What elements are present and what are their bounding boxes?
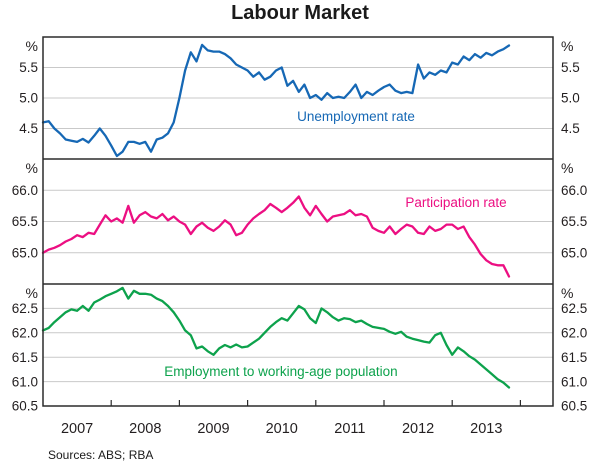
x-label-2010: 2010	[266, 421, 298, 437]
chart-title: Labour Market	[231, 2, 369, 24]
y-tick-right-5: 5.0	[561, 91, 580, 106]
y-tick-left-61.5: 61.5	[12, 350, 38, 365]
y-tick-right-65: 65.0	[561, 245, 587, 260]
line-participation-rate	[41, 195, 511, 278]
x-label-2011: 2011	[334, 421, 365, 437]
y-tick-right-60.5: 60.5	[561, 399, 587, 414]
y-tick-right-4.5: 4.5	[561, 121, 580, 136]
y-tick-left-66: 66.0	[12, 183, 38, 198]
y-tick-right-61: 61.0	[561, 374, 587, 389]
unit-right-unemployment-rate: %	[561, 38, 573, 54]
unit-right-participation-rate: %	[561, 160, 573, 176]
x-label-2009: 2009	[197, 421, 229, 437]
unit-left-unemployment-rate: %	[26, 38, 38, 54]
series-label-employment-to-working-age: Employment to working-age population	[164, 364, 397, 379]
x-label-2008: 2008	[129, 421, 161, 437]
y-tick-right-62: 62.0	[561, 326, 587, 341]
y-tick-right-65.5: 65.5	[561, 214, 587, 229]
y-tick-right-62.5: 62.5	[561, 301, 587, 316]
y-tick-left-62: 62.0	[12, 326, 38, 341]
y-tick-left-61: 61.0	[12, 374, 38, 389]
y-tick-right-66: 66.0	[561, 183, 587, 198]
axes	[110, 400, 522, 406]
x-label-2007: 2007	[61, 421, 93, 437]
x-label-2013: 2013	[470, 421, 502, 437]
data-series: Unemployment rate Participation rate Emplo…	[41, 43, 511, 389]
axis-labels: 5.5 5.5 5.0 5.0 4.5 4.5% % 66.0 66.0 65.5 65.5 65.0…	[12, 38, 588, 437]
line-employment-to-working-age	[41, 286, 511, 389]
unit-left-employment-to-working-age: %	[26, 285, 38, 301]
plot-frame	[42, 36, 554, 407]
line-unemployment-rate	[41, 43, 511, 158]
x-label-2012: 2012	[402, 421, 434, 437]
y-tick-right-5.5: 5.5	[561, 60, 580, 75]
y-tick-left-65: 65.0	[12, 245, 38, 260]
y-tick-left-5.5: 5.5	[19, 60, 38, 75]
unit-left-participation-rate: %	[26, 160, 38, 176]
y-tick-right-61.5: 61.5	[561, 350, 587, 365]
source-note: Sources: ABS; RBA	[48, 448, 153, 462]
y-tick-left-62.5: 62.5	[12, 301, 38, 316]
unit-right-employment-to-working-age: %	[561, 285, 573, 301]
series-label-participation-rate: Participation rate	[405, 195, 506, 210]
y-tick-left-60.5: 60.5	[12, 399, 38, 414]
series-label-unemployment-rate: Unemployment rate	[297, 109, 415, 124]
gridlines	[43, 67, 553, 383]
y-tick-left-5: 5.0	[19, 91, 38, 106]
y-tick-left-65.5: 65.5	[12, 214, 38, 229]
y-tick-left-4.5: 4.5	[19, 121, 38, 136]
